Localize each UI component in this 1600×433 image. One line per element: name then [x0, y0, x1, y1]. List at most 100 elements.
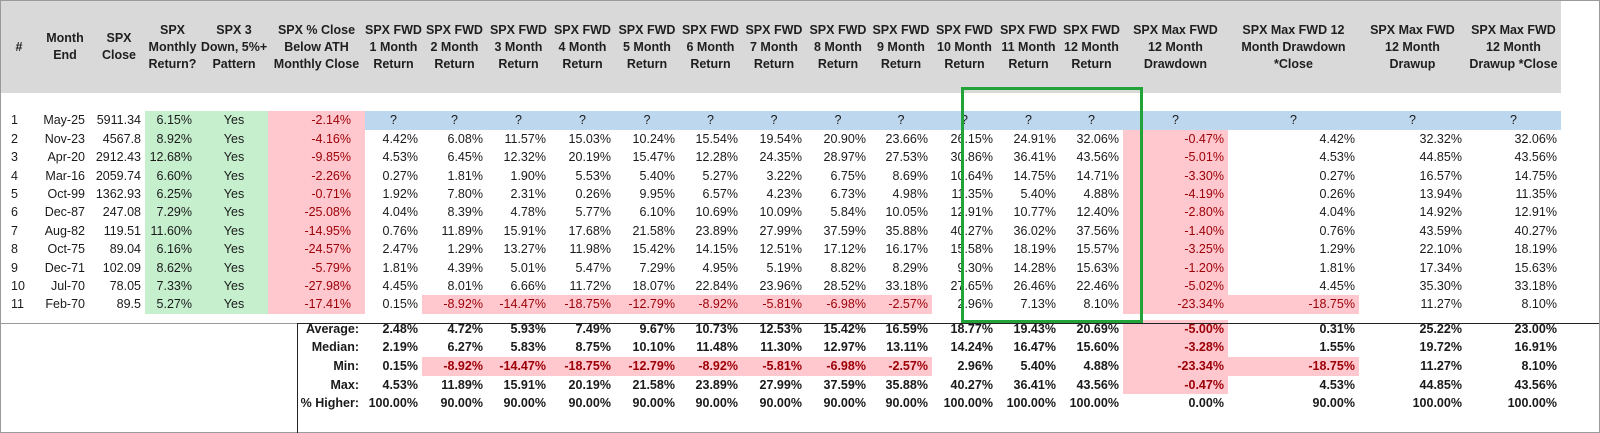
stats-cell: 43.56%	[1514, 377, 1557, 392]
table-cell: -0.47%	[1122, 129, 1228, 149]
table-cell: 6.75%	[830, 168, 866, 183]
table-cell: 8	[11, 242, 18, 257]
header-line: SPX FWD	[365, 22, 422, 37]
table-cell: 12.32%	[503, 150, 546, 165]
table-cell: 18.07%	[632, 279, 675, 294]
table-cell: ?	[931, 111, 997, 130]
stats-cell: 23.89%	[695, 377, 738, 392]
column-header: Month End	[37, 1, 93, 93]
table-cell: 19.54%	[759, 131, 802, 146]
table-cell: -5.79%	[268, 258, 365, 278]
header-line: SPX Max FWD	[1133, 22, 1218, 37]
table-cell: 2.47%	[382, 242, 418, 257]
table-cell: -3.30%	[1122, 166, 1228, 186]
table-cell: 4.78%	[510, 205, 546, 220]
column-header: SPX FWD 1 Month Return	[365, 1, 422, 93]
stats-cell: 100.00%	[1412, 396, 1462, 411]
stats-cell: 100.00%	[943, 396, 993, 411]
table-cell: -25.08%	[268, 203, 365, 222]
table-cell: -2.14%	[268, 111, 365, 130]
stats-row: Median: 2.19% 6.27% 5.83% 8.75% 10.10% 11.48% 1…	[1, 338, 1561, 358]
table-cell: 15.91%	[503, 223, 546, 238]
table-cell: 33.18%	[885, 279, 928, 294]
table-cell: 12.91%	[950, 205, 993, 220]
table-cell: Yes	[200, 295, 268, 314]
header-line: SPX FWD	[618, 22, 676, 37]
table-cell: Apr-20	[47, 150, 85, 165]
table-cell: 7.29%	[639, 260, 675, 275]
header-line: 11 Month	[1001, 39, 1056, 54]
table-cell: -18.75%	[549, 295, 615, 314]
table-cell: Yes	[200, 258, 268, 278]
header-line: End	[53, 48, 77, 62]
stats-cell: 5.40%	[1020, 359, 1056, 374]
table-cell: 247.08	[102, 205, 141, 220]
table-cell: 15.54%	[695, 131, 738, 146]
stats-cell: 100.00%	[1006, 396, 1056, 411]
stats-cell: 7.49%	[575, 321, 611, 336]
header-line: Down, 5%+	[200, 39, 268, 54]
table-cell: Feb-70	[45, 297, 85, 312]
table-cell: Yes	[200, 166, 268, 186]
table-row: 2 Nov-23 4567.8 8.92% Yes -4.16% 4.42% 6.08% 11.…	[1, 129, 1561, 149]
header-line: 4 Month	[558, 39, 607, 54]
table-cell: 27.65%	[950, 279, 993, 294]
header-line: Return	[373, 56, 414, 71]
header-line: #	[15, 39, 23, 54]
table-row: 11 Feb-70 89.5 5.27% Yes -17.41% 0.15% -8.92% -1…	[1, 295, 1561, 314]
table-cell: 8.01%	[447, 279, 483, 294]
table-cell: 6.57%	[702, 187, 738, 202]
table-cell: 2059.74	[95, 168, 141, 183]
table-cell: Nov-23	[44, 131, 85, 146]
stats-cell: 19.43%	[1013, 321, 1056, 336]
table-cell: ?	[421, 111, 487, 130]
table-cell: Yes	[200, 277, 268, 296]
header-line: Return	[434, 56, 475, 71]
table-cell: 4.95%	[702, 260, 738, 275]
table-cell: 9	[11, 260, 18, 275]
table-cell: 89.5	[116, 297, 141, 312]
table-cell: 44.85%	[1419, 150, 1462, 165]
column-header: SPX FWD 12 Month Return	[1059, 1, 1123, 93]
stats-cell: 23.00%	[1514, 321, 1557, 336]
table-cell: 11.72%	[569, 279, 611, 294]
column-header: SPX FWD 5 Month Return	[614, 1, 679, 93]
header-line: *Close	[1274, 56, 1313, 71]
stats-cell: 1.55%	[1319, 340, 1355, 355]
table-cell: 6.66%	[510, 279, 546, 294]
stats-cell: 90.00%	[632, 396, 675, 411]
table-cell: 27.99%	[759, 223, 802, 238]
table-cell: 12.40%	[1076, 205, 1119, 220]
table-cell: -0.71%	[268, 185, 365, 204]
stats-cell: 90.00%	[823, 396, 866, 411]
stats-cell: 20.19%	[568, 377, 611, 392]
table-cell: 14.28%	[1013, 260, 1056, 275]
table-cell: 7.80%	[447, 187, 483, 202]
header-line: Return	[817, 56, 859, 71]
table-row: 10 Jul-70 78.05 7.33% Yes -27.98% 4.45% 8.01% 6.…	[1, 277, 1561, 296]
header-line: SPX FWD	[999, 22, 1057, 37]
table-cell: 1.29%	[447, 242, 483, 257]
stats-cell: 12.97%	[823, 340, 866, 355]
table-cell: 15.03%	[568, 131, 611, 146]
table-cell: 5911.34	[96, 113, 141, 128]
stats-cell: -5.00%	[1122, 319, 1228, 339]
header-line: 7 Month	[749, 39, 798, 54]
table-cell: -23.34%	[1122, 295, 1228, 314]
table-cell: ?	[996, 111, 1060, 130]
header-line: Monthly	[148, 39, 197, 54]
stats-cell: 21.58%	[632, 377, 675, 392]
table-cell: ?	[1465, 111, 1561, 130]
table-cell: 32.32%	[1419, 131, 1462, 146]
stats-cell: 43.56%	[1076, 377, 1119, 392]
stats-cell: 25.22%	[1419, 321, 1462, 336]
table-cell: Oct-99	[47, 187, 85, 202]
table-cell: 4.53%	[1319, 150, 1355, 165]
column-header: SPX FWD 3 Month Return	[486, 1, 550, 93]
table-cell: 1.81%	[447, 168, 483, 183]
header-line: Return	[944, 56, 985, 71]
table-cell: 6.08%	[447, 131, 483, 146]
header-line: 12 Month	[1064, 39, 1119, 54]
header-line: 5 Month	[622, 39, 671, 54]
